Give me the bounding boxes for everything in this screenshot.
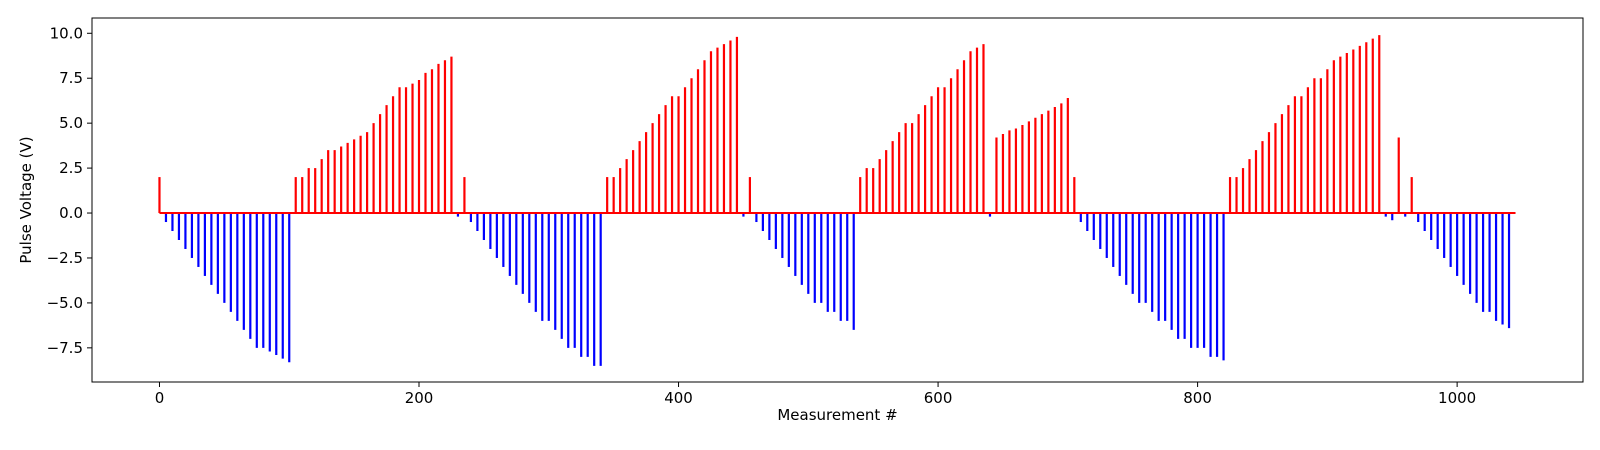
x-tick-label: 1000 [1438, 389, 1476, 407]
x-tick-label: 0 [155, 389, 165, 407]
x-tick-label: 400 [664, 389, 693, 407]
x-axis-ticks: 0 200 400 600 800 1000 [155, 382, 1476, 407]
y-axis-label: Pulse Voltage (V) [17, 136, 35, 263]
y-tick-label: −2.5 [47, 249, 83, 267]
x-tick-label: 600 [924, 389, 953, 407]
x-tick-label: 800 [1183, 389, 1212, 407]
y-tick-label: 0.0 [59, 204, 83, 222]
y-tick-label: 10.0 [50, 24, 83, 42]
positive-bars [158, 35, 1413, 214]
negative-bars [164, 213, 1511, 366]
y-tick-label: −5.0 [47, 294, 83, 312]
y-tick-label: −7.5 [47, 339, 83, 357]
x-tick-label: 200 [405, 389, 434, 407]
y-tick-label: 7.5 [59, 69, 83, 87]
y-tick-label: 5.0 [59, 114, 83, 132]
x-axis-label: Measurement # [777, 406, 897, 424]
y-tick-label: 2.5 [59, 159, 83, 177]
plot-frame [91, 17, 1584, 383]
y-axis-ticks: −7.5 −5.0 −2.5 0.0 2.5 5.0 7.5 10.0 [47, 24, 92, 357]
